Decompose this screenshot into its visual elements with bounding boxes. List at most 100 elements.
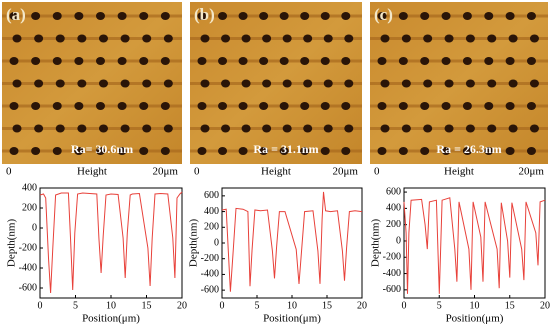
hole bbox=[12, 34, 22, 43]
hole bbox=[98, 34, 108, 43]
x-tick-label: 5 bbox=[73, 300, 78, 311]
hole bbox=[303, 124, 313, 133]
hole bbox=[238, 57, 248, 65]
y-axis-label: Depth(nm) bbox=[370, 219, 382, 268]
y-tick-label: -400 bbox=[201, 269, 219, 280]
y-tick-label: -400 bbox=[383, 268, 401, 279]
x-axis-label: Position(μm) bbox=[263, 313, 321, 325]
scale-start: 0 bbox=[194, 166, 200, 178]
hole bbox=[441, 12, 451, 20]
hole bbox=[74, 57, 84, 65]
scale-end: 20μm bbox=[519, 166, 545, 178]
hole bbox=[74, 147, 84, 155]
roughness: Ra= 30.6nm bbox=[71, 142, 133, 156]
hole bbox=[377, 12, 387, 20]
hole bbox=[323, 79, 333, 88]
hole bbox=[262, 124, 272, 133]
groove bbox=[2, 149, 182, 153]
hole bbox=[31, 12, 41, 20]
hole bbox=[221, 79, 231, 88]
hole bbox=[52, 12, 62, 20]
hole bbox=[526, 12, 536, 20]
y-tick-label: 200 bbox=[386, 219, 401, 230]
scale-label: Height bbox=[77, 166, 107, 178]
hole bbox=[218, 12, 228, 20]
hole bbox=[142, 34, 152, 43]
hole bbox=[279, 102, 289, 110]
hole bbox=[279, 147, 289, 155]
groove bbox=[190, 37, 362, 40]
hole bbox=[282, 34, 292, 43]
y-tick-label: 600 bbox=[204, 190, 219, 201]
hole bbox=[420, 147, 430, 155]
hole bbox=[52, 102, 62, 110]
hole bbox=[9, 102, 19, 110]
hole bbox=[529, 34, 539, 43]
hole bbox=[259, 147, 269, 155]
hole bbox=[262, 34, 272, 43]
hole bbox=[423, 34, 433, 43]
plot-frame bbox=[403, 187, 546, 299]
hole bbox=[241, 124, 251, 133]
hole bbox=[117, 147, 127, 155]
x-tick-label: 0 bbox=[402, 300, 407, 311]
profile-line bbox=[221, 191, 363, 292]
panel-label: (c) bbox=[374, 5, 393, 24]
hole bbox=[238, 102, 248, 110]
hole bbox=[221, 124, 231, 133]
groove bbox=[370, 59, 548, 63]
x-tick-label: 15 bbox=[505, 300, 515, 311]
hole bbox=[398, 147, 408, 155]
hole bbox=[31, 147, 41, 155]
x-tick-label: 15 bbox=[142, 300, 152, 311]
panel-label: (b) bbox=[194, 5, 215, 24]
hole bbox=[465, 34, 475, 43]
hole bbox=[484, 57, 494, 65]
hole bbox=[526, 57, 536, 65]
hole bbox=[120, 34, 130, 43]
hole bbox=[398, 57, 408, 65]
y-axis-label: Depth(nm) bbox=[6, 219, 18, 268]
x-axis-label: Position(μm) bbox=[446, 313, 504, 325]
hole bbox=[55, 34, 65, 43]
groove bbox=[370, 14, 548, 18]
hole bbox=[77, 34, 87, 43]
hole bbox=[55, 79, 65, 88]
hole bbox=[34, 124, 44, 133]
hole bbox=[31, 57, 41, 65]
groove bbox=[190, 149, 362, 153]
hole bbox=[300, 102, 310, 110]
hole bbox=[34, 79, 44, 88]
y-tick-label: -600 bbox=[383, 284, 401, 295]
hole bbox=[462, 102, 472, 110]
x-tick-label: 5 bbox=[255, 300, 260, 311]
panel-label: (a) bbox=[6, 5, 26, 24]
hole bbox=[74, 102, 84, 110]
groove bbox=[190, 104, 362, 108]
hole bbox=[444, 79, 454, 88]
hole bbox=[526, 147, 536, 155]
groove bbox=[2, 14, 182, 18]
hole bbox=[420, 102, 430, 110]
roughness: Ra = 31.1nm bbox=[253, 142, 318, 156]
hole bbox=[52, 147, 62, 155]
groove bbox=[370, 104, 548, 108]
hole bbox=[160, 147, 170, 155]
hole bbox=[344, 34, 354, 43]
hole bbox=[484, 147, 494, 155]
hole bbox=[98, 79, 108, 88]
y-tick-label: 200 bbox=[22, 202, 37, 213]
groove bbox=[190, 127, 362, 130]
hole bbox=[398, 12, 408, 20]
y-tick-label: -600 bbox=[19, 282, 37, 293]
hole bbox=[74, 12, 84, 20]
hole bbox=[117, 102, 127, 110]
y-tick-label: 400 bbox=[22, 182, 37, 193]
hole bbox=[160, 102, 170, 110]
hole bbox=[77, 79, 87, 88]
x-tick-label: 0 bbox=[38, 300, 43, 311]
x-tick-label: 20 bbox=[540, 300, 550, 311]
x-tick-label: 15 bbox=[322, 300, 332, 311]
x-axis-label: Position(μm) bbox=[82, 313, 140, 325]
scale-start: 0 bbox=[374, 166, 380, 178]
